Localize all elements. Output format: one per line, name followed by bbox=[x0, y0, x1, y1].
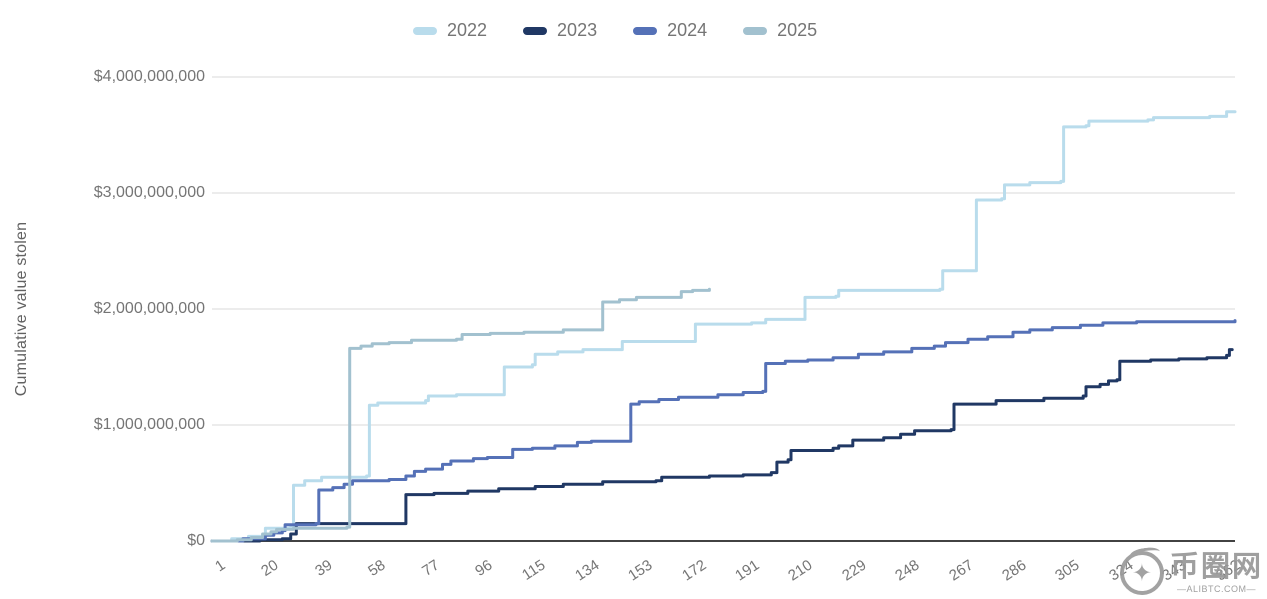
legend-label-2024: 2024 bbox=[667, 20, 708, 40]
watermark-subtext: —ALIBTC.COM— bbox=[1176, 583, 1256, 594]
x-tick-label: 191 bbox=[732, 556, 763, 585]
x-tick-label: 267 bbox=[945, 556, 976, 585]
legend-label-2025: 2025 bbox=[777, 20, 818, 40]
y-tick-label: $0 bbox=[187, 532, 205, 549]
legend-item-2024: 2024 bbox=[633, 20, 707, 41]
series-line-2024 bbox=[210, 319, 1237, 543]
x-tick-label: 77 bbox=[418, 556, 442, 580]
x-tick-label: 58 bbox=[365, 556, 389, 580]
legend: 2022 2023 2024 2025 bbox=[413, 20, 817, 41]
watermark-texts: 币圈网 —ALIBTC.COM— bbox=[1169, 550, 1263, 594]
x-tick-label: 96 bbox=[472, 556, 496, 580]
x-tick-label: 210 bbox=[785, 556, 816, 585]
y-tick-label: $1,000,000,000 bbox=[93, 416, 205, 433]
y-tick-label: $2,000,000,000 bbox=[93, 300, 205, 317]
legend-item-2022: 2022 bbox=[413, 20, 487, 41]
legend-swatch-2023 bbox=[523, 26, 548, 35]
x-tick-label: 305 bbox=[1052, 556, 1083, 585]
legend-swatch-2025 bbox=[743, 26, 768, 35]
watermark-coin-icon: ✦ bbox=[1119, 551, 1164, 595]
x-tick-label: 20 bbox=[258, 556, 282, 580]
watermark-text: 币圈网 bbox=[1169, 550, 1263, 583]
x-tick-label: 286 bbox=[999, 556, 1030, 585]
y-tick-label: $3,000,000,000 bbox=[93, 184, 205, 201]
x-tick-label: 248 bbox=[892, 556, 923, 585]
x-tick-label: 153 bbox=[625, 556, 656, 585]
legend-swatch-2022 bbox=[413, 26, 437, 35]
x-tick-label: 134 bbox=[571, 556, 603, 585]
x-tick-label: 115 bbox=[519, 556, 549, 584]
y-tick-label: $4,000,000,000 bbox=[93, 68, 205, 85]
series-line-2022 bbox=[210, 110, 1237, 543]
star-icon: ✦ bbox=[1131, 559, 1153, 587]
legend-label-2022: 2022 bbox=[447, 20, 488, 40]
legend-item-2025: 2025 bbox=[743, 20, 817, 41]
series-line-2025 bbox=[210, 287, 711, 543]
legend-swatch-2024 bbox=[633, 26, 658, 35]
series-line-2023 bbox=[210, 348, 1234, 543]
x-tick-label: 1 bbox=[212, 556, 229, 576]
legend-label-2023: 2023 bbox=[557, 20, 598, 40]
x-tick-label: 229 bbox=[838, 556, 870, 585]
x-tick-label: 172 bbox=[678, 556, 709, 585]
legend-item-2023: 2023 bbox=[523, 20, 597, 41]
x-tick-label: 39 bbox=[311, 556, 336, 580]
watermark: ✦ 币圈网 —ALIBTC.COM— bbox=[1119, 550, 1263, 595]
